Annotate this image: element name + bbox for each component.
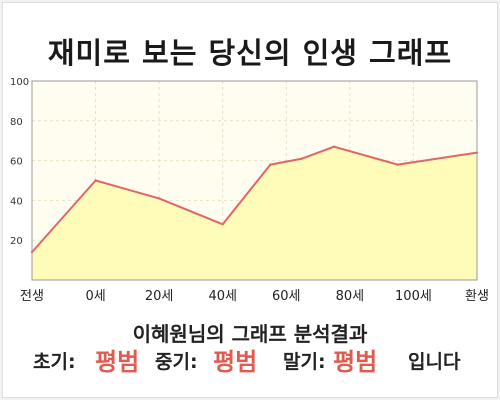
plot-border bbox=[31, 80, 478, 281]
x-tick-label: 100세 bbox=[395, 289, 432, 304]
y-tick-label: 80 bbox=[10, 117, 23, 128]
early-value: 평범 bbox=[95, 348, 140, 376]
page-title: 재미로 보는 당신의 인생 그래프 bbox=[47, 36, 453, 70]
data-point bbox=[332, 145, 336, 148]
y-tick-label: 60 bbox=[10, 157, 23, 168]
x-tick-label: 80세 bbox=[336, 289, 365, 304]
result-summary: 초기: 평범 중기: 평범 말기: 평범 입니다 bbox=[0, 345, 500, 379]
data-point bbox=[157, 197, 161, 200]
mid-value: 평범 bbox=[213, 348, 258, 376]
x-tick-label: 전생 bbox=[20, 289, 44, 304]
analysis-subtitle: 이혜원님의 그래프 분석결과 bbox=[132, 322, 368, 346]
late-label: 말기: bbox=[283, 351, 326, 373]
area-fill bbox=[32, 146, 477, 280]
late-value: 평범 bbox=[333, 348, 378, 376]
x-tick-label: 환생 bbox=[465, 289, 489, 304]
y-tick-label: 40 bbox=[10, 196, 23, 207]
data-point bbox=[94, 179, 97, 182]
x-tick-label: 60세 bbox=[272, 289, 301, 304]
y-tick-label: 100 bbox=[10, 77, 29, 88]
x-tick-label: 40세 bbox=[208, 289, 237, 304]
data-point bbox=[269, 163, 272, 166]
data-point bbox=[396, 163, 399, 166]
x-tick-label: 0세 bbox=[85, 289, 105, 304]
ending-text: 입니다 bbox=[408, 351, 461, 373]
data-point bbox=[300, 157, 304, 160]
data-point bbox=[221, 223, 224, 226]
mid-label: 중기: bbox=[155, 351, 198, 373]
early-label: 초기: bbox=[33, 351, 76, 373]
x-tick-label: 20세 bbox=[145, 289, 174, 304]
y-tick-label: 20 bbox=[10, 236, 23, 247]
